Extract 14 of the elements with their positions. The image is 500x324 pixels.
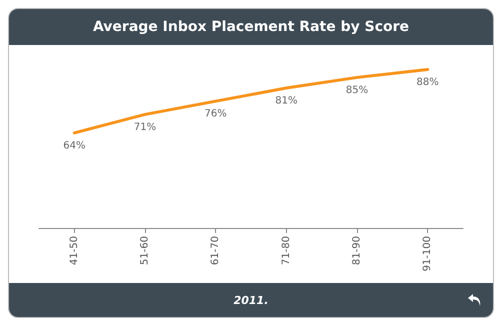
data-label: 76%: [204, 108, 227, 120]
data-label: 71%: [134, 122, 156, 133]
x-tick-label: 71-80: [280, 236, 292, 266]
x-tick-label: 41-50: [68, 236, 80, 266]
chart-title: Average Inbox Placement Rate by Score: [9, 9, 493, 45]
x-tick-label: 81-90: [352, 236, 362, 266]
data-label: 64%: [63, 140, 86, 152]
data-label: 85%: [346, 84, 368, 96]
text: 2011.: [234, 294, 268, 306]
x-tick-label: 51-60: [140, 236, 150, 266]
x-tick-label: 61-70: [210, 236, 222, 266]
x-tick-label: 91-100: [422, 236, 434, 272]
data-label: 88%: [416, 77, 439, 88]
data-label: 81%: [275, 96, 298, 106]
